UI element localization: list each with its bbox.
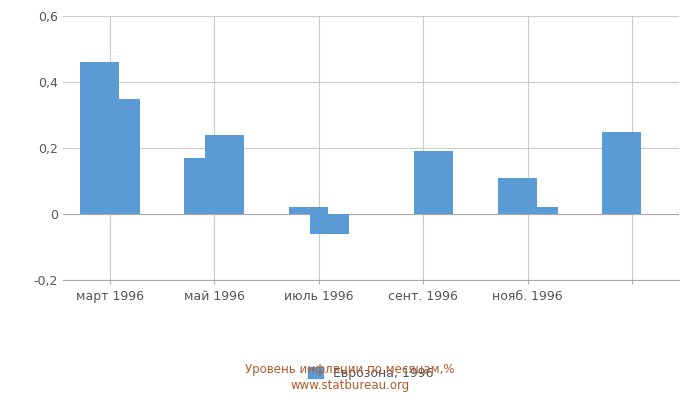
- Bar: [498, 178, 537, 214]
- Bar: [80, 62, 119, 214]
- Bar: [602, 132, 641, 214]
- Bar: [184, 158, 223, 214]
- Bar: [519, 207, 558, 214]
- Legend: Еврозона, 1996: Еврозона, 1996: [303, 362, 439, 385]
- Bar: [289, 207, 328, 214]
- Bar: [414, 151, 453, 214]
- Bar: [101, 98, 140, 214]
- Bar: [309, 214, 349, 234]
- Text: Уровень инфляции по месяцам,%: Уровень инфляции по месяцам,%: [245, 364, 455, 376]
- Text: www.statbureau.org: www.statbureau.org: [290, 380, 410, 392]
- Bar: [205, 135, 244, 214]
